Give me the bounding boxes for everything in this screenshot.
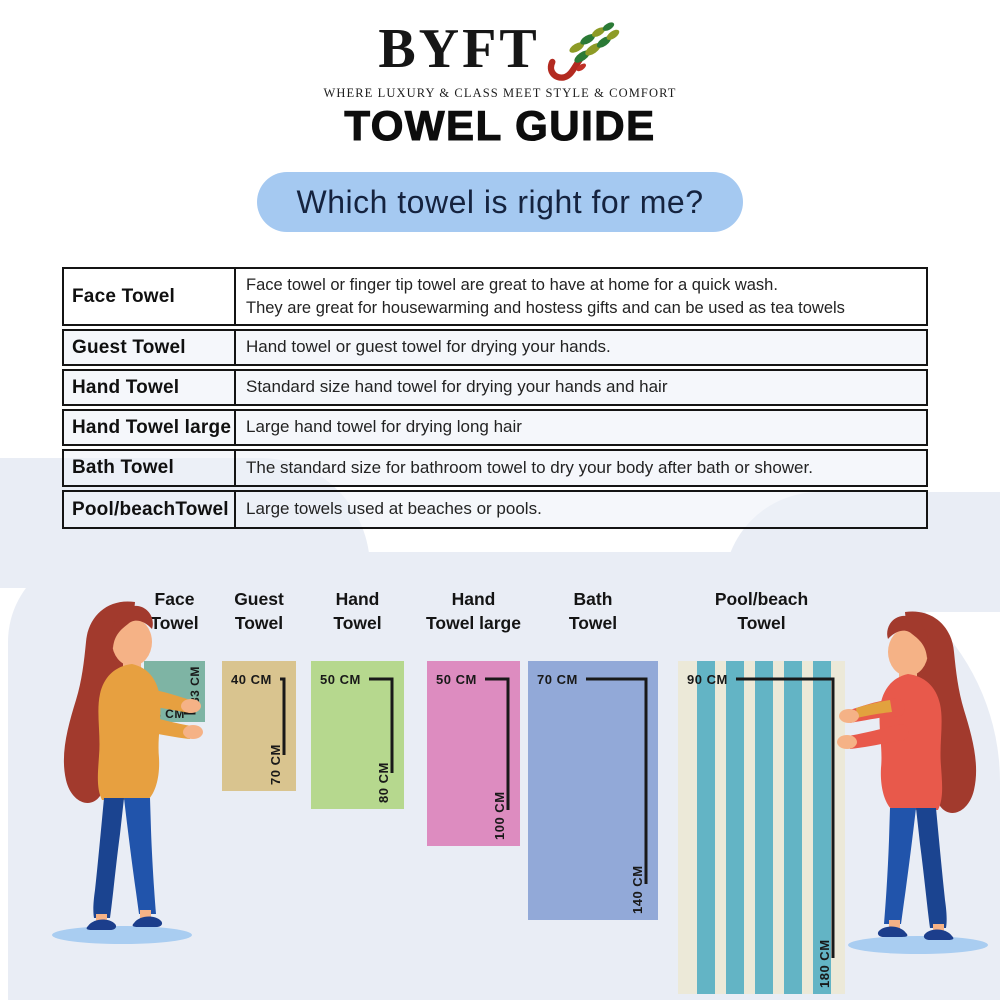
table-row-description: The standard size for bathroom towel to … [236,451,926,485]
dimension-overlay: 70 CM 140 CM [537,672,648,914]
towel-column-label: Face Towel [100,588,250,635]
towel-column-label: Hand Towel large [399,588,549,635]
description-line: Large hand towel for drying long hair [246,417,522,437]
page-title: TOWEL GUIDE [344,101,656,149]
table-row: Guest Towel Hand towel or guest towel for… [62,329,928,366]
towel-swatch-bath-towel: 70 CM 140 CM [528,661,658,920]
table-row: Hand Towel Standard size hand towel for d… [62,369,928,406]
towel-name-line: Hand [335,589,380,609]
question-text: Which towel is right for me? [296,183,704,220]
towel-name-line: Face [154,589,195,609]
towel-swatch-guest-towel: 40 CM 70 CM [222,661,296,791]
towel-table: Face Towel Face towel or finger tip towel… [62,267,928,532]
towel-column-label: Bath Towel [518,588,668,635]
dimension-label: 90 CM [687,672,728,687]
table-row: Face Towel Face towel or finger tip towel… [62,267,928,326]
towel-stripe [784,661,802,994]
dimension-line [485,677,510,810]
brand-tagline: WHERE LUXURY & CLASS MEET STYLE & COMFOR… [323,86,677,100]
towel-name-line: Towel [333,612,382,633]
table-row-label: Guest Towel [64,331,236,364]
description-line: Hand towel or guest towel for drying you… [246,337,611,357]
description-line: Face towel or finger tip towel are great… [246,276,778,295]
dimension-overlay: 50 CM 80 CM [320,672,394,803]
table-row-label: Hand Towel large [64,411,236,444]
dimension-label: 70 CM [537,672,578,687]
towel-swatch-poolbeach-towel: 90 CM 180 CM [678,661,845,994]
brand-logo: BYFT [0,20,1000,87]
dimension-overlay: 50 CM 100 CM [436,672,510,840]
towel-name-line: Towel [568,612,618,633]
woman-right-illustration [832,606,1000,961]
description-line: They are great for housewarming and host… [246,298,845,317]
dimension-label: 80 CM [376,762,391,803]
table-row-label: Face Towel [64,269,236,324]
leaf-branch-icon [546,22,622,87]
towel-name-line: Towel [150,612,199,633]
table-row-label: Pool/beachTowel [64,492,236,527]
brand-name: BYFT [378,18,540,80]
towel-name-line: Towel [737,612,786,633]
dimension-label: 50 CM [436,672,477,687]
towel-column-label: Guest Towel [184,588,334,635]
woman-left-illustration [38,596,208,951]
table-row-label: Hand Towel [64,371,236,404]
question-banner: Which towel is right for me? [257,172,743,232]
dimension-label: 50 CM [320,672,361,687]
dimension-label: 40 CM [231,672,272,687]
table-row-description: Large hand towel for drying long hair [236,411,926,444]
dimension-label: 180 CM [817,939,832,988]
towel-name-line: Hand [451,589,496,609]
towel-name-line: Guest [234,589,284,609]
table-row-description: Face towel or finger tip towel are great… [236,269,926,324]
towel-swatch-hand-towellarge: 50 CM 100 CM [427,661,520,846]
towel-swatch-hand-towel: 50 CM 80 CM [311,661,404,809]
dimension-line [736,677,835,958]
description-line: Large towels used at beaches or pools. [246,499,542,519]
table-row: Hand Towel large Large hand towel for dry… [62,409,928,446]
table-row-description: Standard size hand towel for drying your… [236,371,926,404]
towel-stripe [726,661,744,994]
towel-name-line: Pool/beach [714,589,809,609]
towel-stripe [813,661,831,994]
towel-stripe [755,661,773,994]
dimension-line [369,677,394,773]
towel-column-label: Pool/beach Towel [687,588,837,635]
dimension-overlay: 90 CM 180 CM [687,672,835,988]
dimension-line [586,677,648,884]
description-line: The standard size for bathroom towel to … [246,457,813,477]
dimension-overlay: 40 CM 70 CM [231,672,286,785]
table-row-description: Hand towel or guest towel for drying you… [236,331,926,364]
table-row-description: Large towels used at beaches or pools. [236,492,926,527]
dimension-line [280,677,286,755]
dimension-label: 100 CM [492,791,507,840]
table-row: Pool/beachTowel Large towels used at beac… [62,490,928,529]
description-line: Standard size hand towel for drying your… [246,377,668,397]
towel-name-line: Towel large [426,612,521,633]
towel-column-label: Hand Towel [283,588,433,635]
towel-name-line: Towel [234,612,284,633]
dimension-label: 33 CM [188,666,202,704]
table-row: Bath Towel The standard size for bathroom… [62,449,928,487]
towel-name-line: Bath [573,589,613,609]
dimension-label: 140 CM [630,865,645,914]
dimension-label: 70 CM [268,744,283,785]
table-row-label: Bath Towel [64,451,236,485]
towel-stripe [697,661,715,994]
